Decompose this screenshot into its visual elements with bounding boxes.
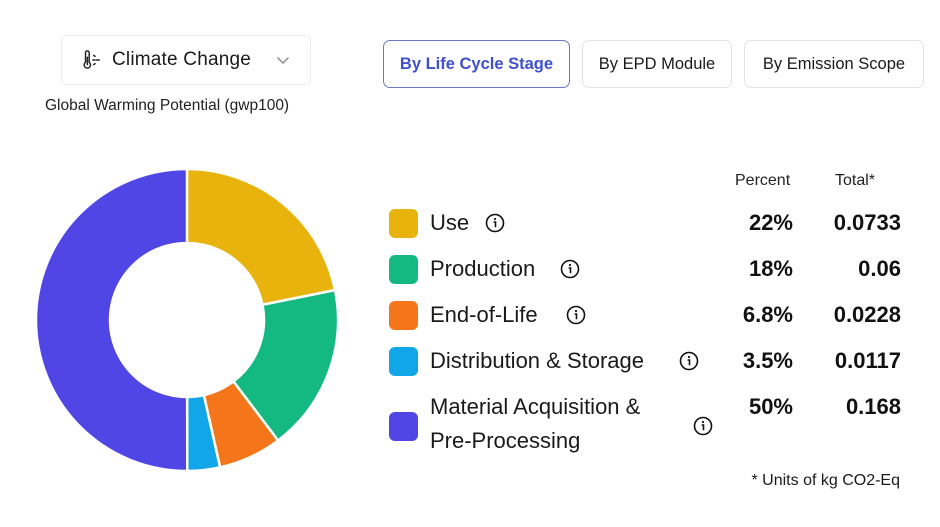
row-label: End-of-Life — [430, 302, 538, 327]
row-label: Production — [430, 256, 536, 281]
donut-chart — [35, 168, 339, 472]
total-value: 0.168 — [845, 394, 901, 419]
info-icon[interactable] — [485, 213, 505, 233]
total-value: 0.06 — [858, 256, 901, 281]
total-column-header: Total* — [835, 172, 876, 189]
info-icon[interactable] — [679, 351, 699, 371]
impact-category-dropdown[interactable]: Climate Change — [61, 35, 311, 85]
tab-by-epd-module[interactable]: By EPD Module — [582, 40, 732, 88]
row-label: Distribution & Storage — [430, 348, 644, 373]
tab-by-life-cycle-stage[interactable]: By Life Cycle Stage — [383, 40, 570, 88]
percent-value: 3.5% — [742, 348, 793, 373]
tab-by-emission-scope[interactable]: By Emission Scope — [744, 40, 924, 88]
legend-swatch — [389, 347, 418, 376]
total-value: 0.0117 — [834, 348, 901, 373]
percent-value: 22% — [748, 210, 793, 235]
row-label-line1: Material Acquisition & — [430, 394, 641, 419]
legend-swatch — [389, 255, 418, 284]
legend-swatch — [389, 301, 418, 330]
breakdown-tabs: By Life Cycle Stage By EPD Module By Emi… — [383, 40, 924, 88]
info-icon[interactable] — [560, 259, 580, 279]
row-label-line2: Pre-Processing — [430, 428, 581, 453]
row-label: Use — [430, 210, 470, 235]
donut-slice-material-acquisition-pre-processing[interactable] — [35, 168, 189, 472]
percent-value: 6.8% — [742, 302, 793, 327]
chevron-down-icon — [277, 57, 289, 64]
total-value: 0.0733 — [833, 210, 901, 235]
total-value: 0.0228 — [833, 302, 901, 327]
donut-slice-use[interactable] — [185, 168, 337, 307]
percent-value: 50% — [748, 394, 793, 419]
selected-impact-label: Climate Change — [112, 49, 252, 70]
percent-value: 18% — [748, 256, 793, 281]
info-icon[interactable] — [566, 305, 586, 325]
thermometer-sun-icon — [83, 50, 100, 69]
percent-column-header: Percent — [735, 172, 791, 189]
donut-slice-production[interactable] — [231, 288, 339, 443]
legend-swatch — [389, 412, 418, 441]
units-footnote: * Units of kg CO2-Eq — [751, 472, 901, 489]
info-icon[interactable] — [693, 416, 713, 436]
legend-swatch — [389, 209, 418, 238]
impact-subtitle: Global Warming Potential (gwp100) — [45, 97, 290, 114]
